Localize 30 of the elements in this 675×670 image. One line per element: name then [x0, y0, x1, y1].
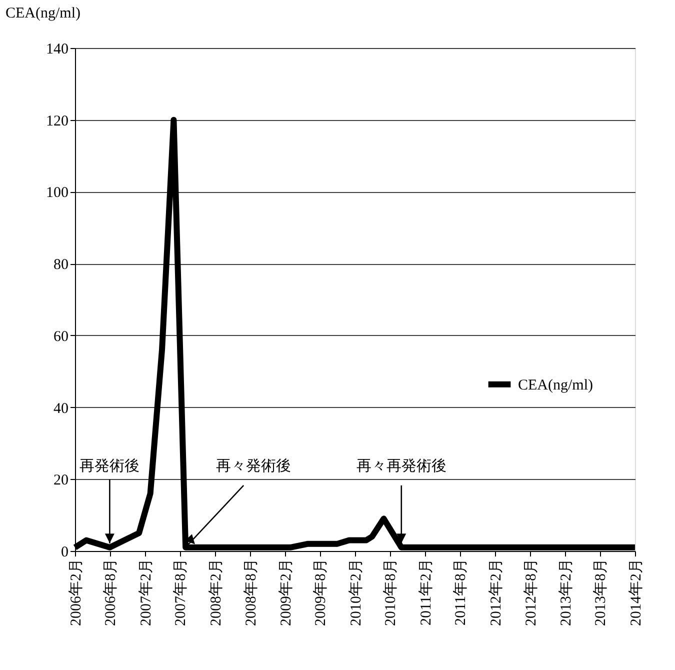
x-tick-label: 2009年8月	[312, 558, 330, 626]
x-tick-label: 2008年8月	[242, 558, 260, 626]
x-tick-label: 2010年2月	[348, 558, 364, 626]
x-tick-label: 2007年2月	[137, 558, 154, 626]
x-tick-label: 2011年8月	[452, 558, 470, 626]
y-tick-label: 100	[46, 185, 68, 202]
y-tick-label: 40	[54, 400, 68, 417]
x-tick-label: 2011年2月	[417, 558, 434, 626]
annotation: 再々発術後	[216, 457, 292, 474]
x-tick-label: 2008年2月	[207, 558, 224, 626]
y-tick-label: 60	[54, 328, 68, 345]
y-axis-title: CEA(ng/ml)	[6, 6, 80, 22]
x-tick-label: 2007年8月	[172, 558, 190, 626]
x-tick-label: 2009年2月	[278, 558, 295, 626]
x-tick-label: 2013年2月	[558, 558, 575, 626]
x-tick-label: 2006年8月	[102, 558, 120, 626]
y-tick-label: 20	[54, 472, 68, 489]
legend-label: CEA(ng/ml)	[518, 377, 593, 394]
annotation: 再々再発術後	[356, 457, 446, 474]
x-tick-label: 2012年2月	[487, 558, 504, 626]
y-tick-label: 0	[61, 544, 68, 560]
x-tick-label: 2010年8月	[382, 558, 400, 626]
x-tick-label: 2014年2月	[628, 558, 644, 626]
x-tick-label: 2006年2月	[68, 558, 84, 626]
x-tick-label: 2012年8月	[522, 558, 540, 626]
x-tick-label: 2013年8月	[592, 558, 610, 626]
annotation: 再発術後	[80, 457, 140, 474]
y-tick-label: 120	[46, 113, 68, 130]
y-tick-label: 80	[54, 257, 68, 274]
y-tick-label: 140	[46, 42, 68, 58]
